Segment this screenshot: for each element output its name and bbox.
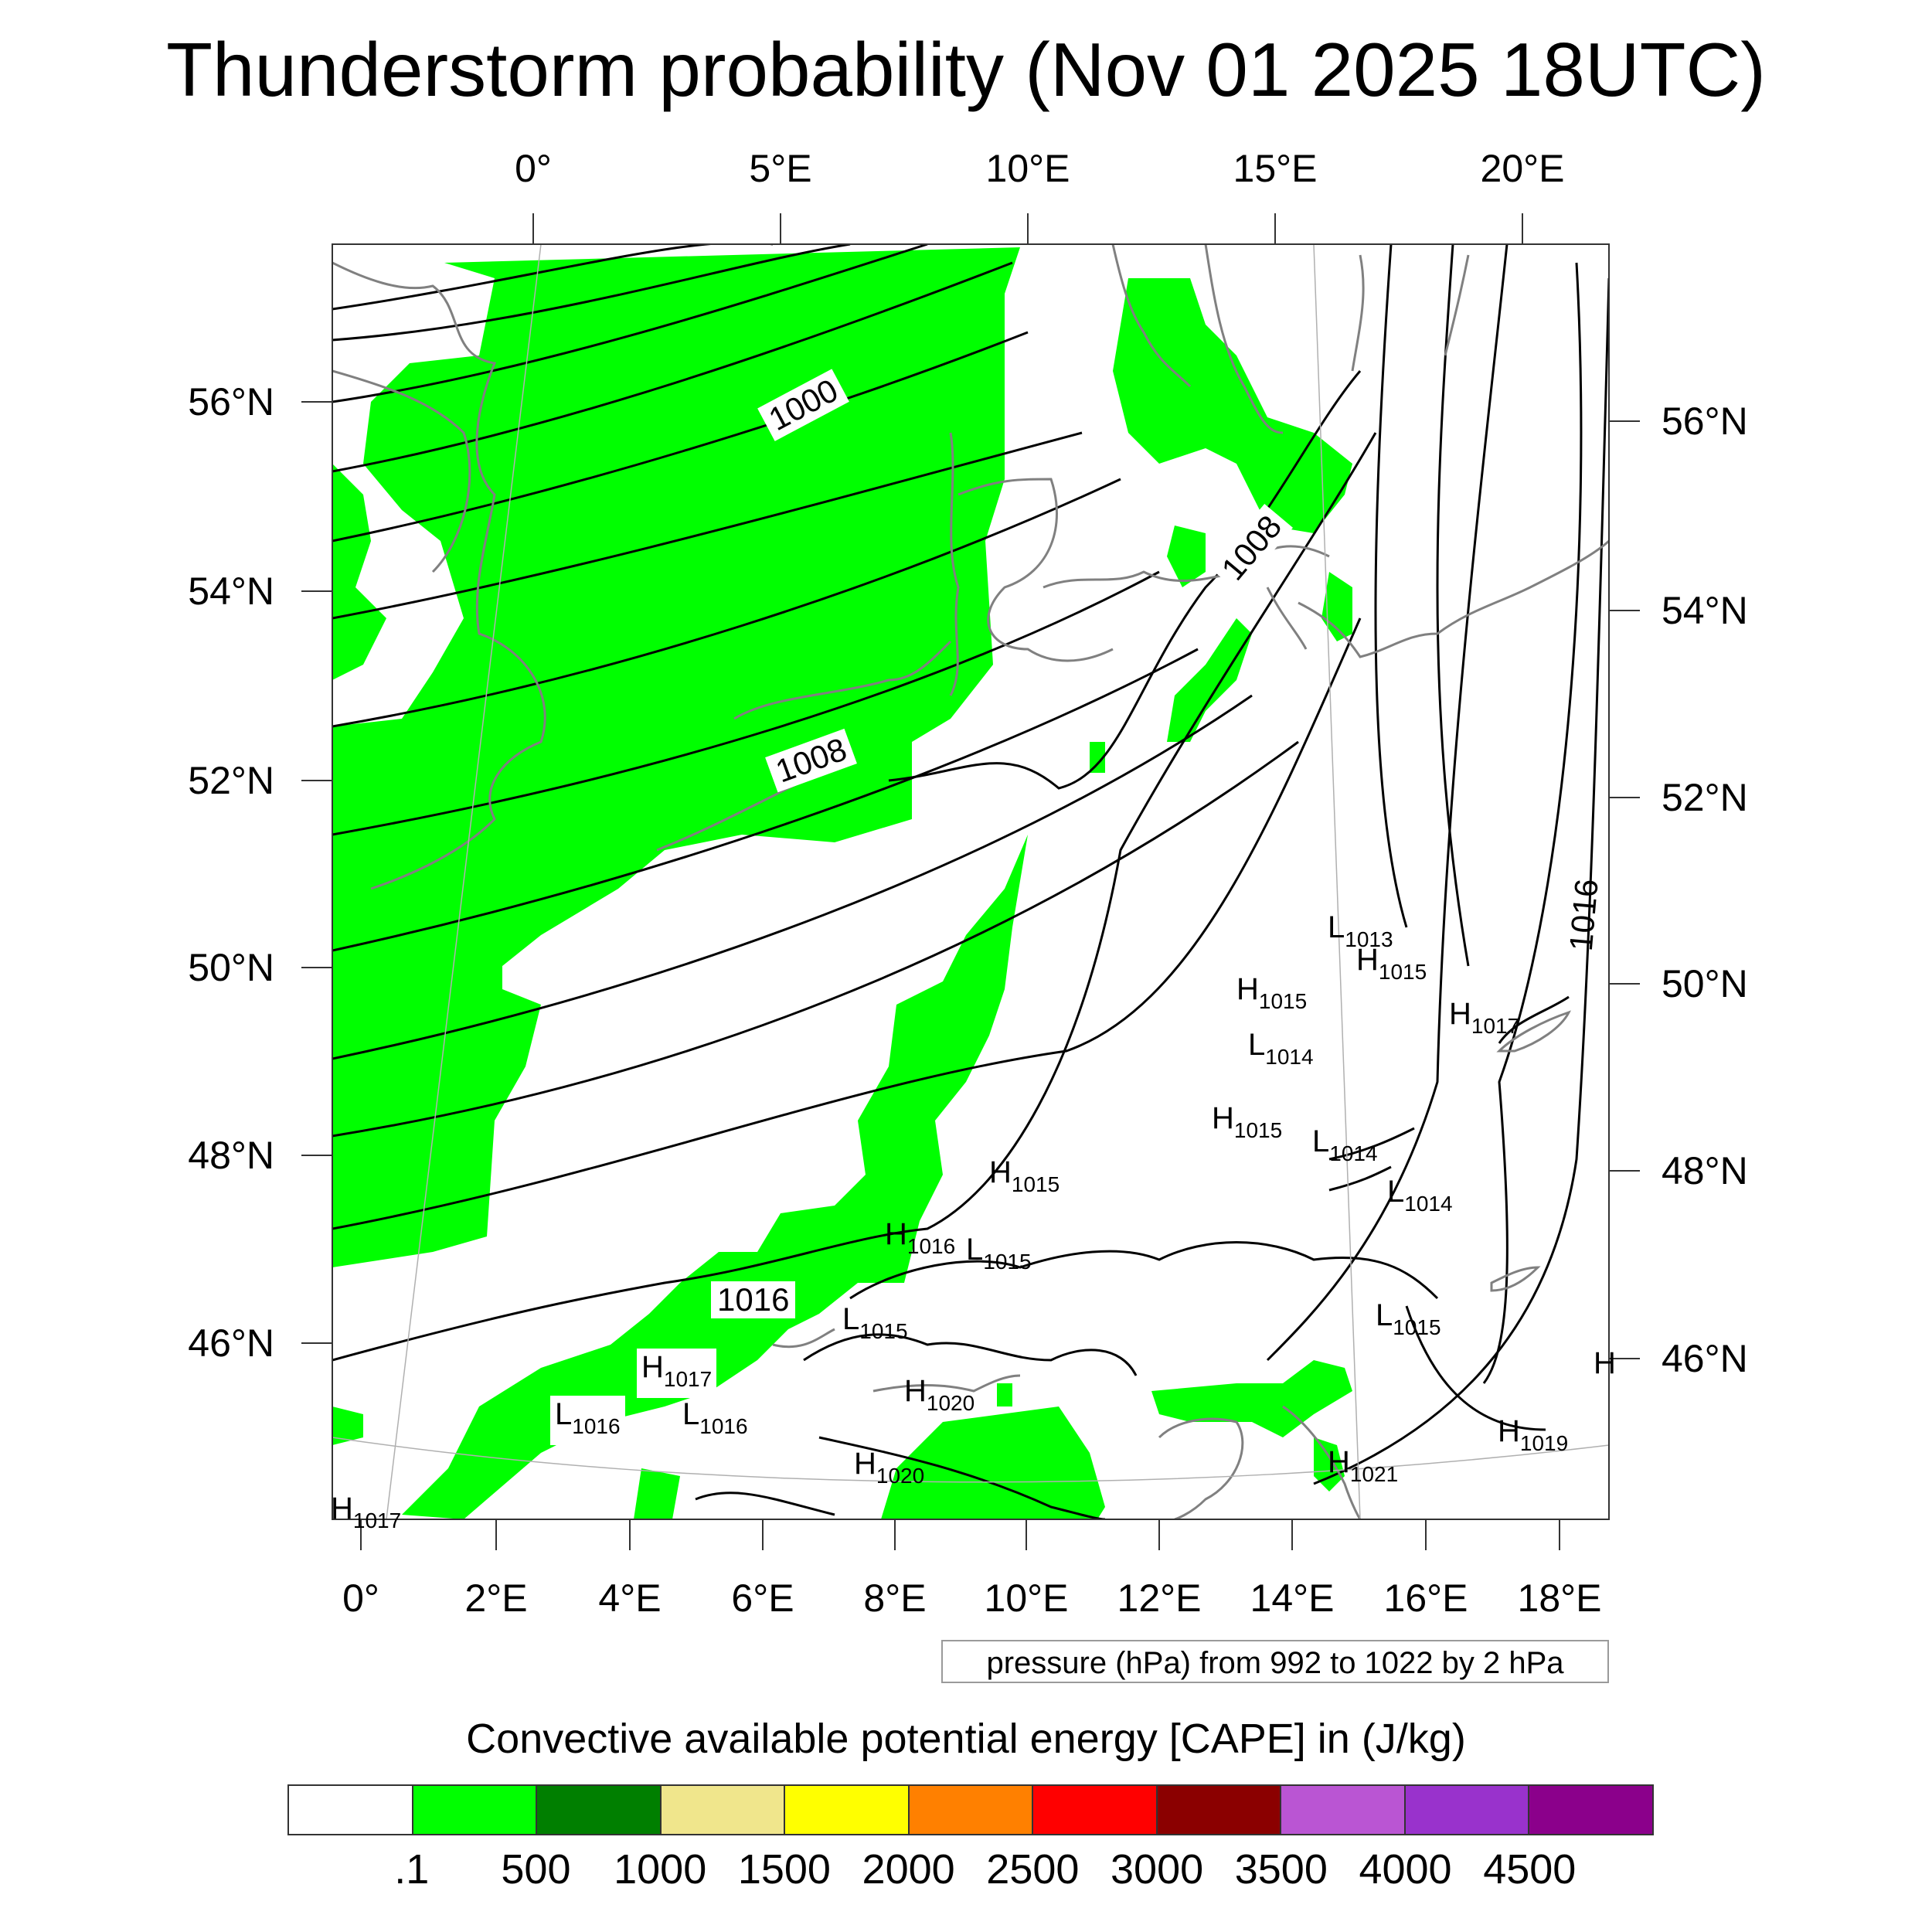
chart-title: Thunderstorm probability (Nov 01 2025 18…: [166, 27, 1766, 112]
isobar-lines: [332, 244, 1609, 1519]
left-lat-label: 52°N: [188, 759, 274, 802]
left-lat-label: 56°N: [188, 380, 274, 423]
left-lat-label: 50°N: [188, 946, 274, 989]
colorbar-label: 3000: [1111, 1846, 1204, 1893]
coastlines: [332, 244, 1609, 1519]
pressure-center-low: L1016: [550, 1396, 625, 1445]
bottom-lon-label: 18°E: [1517, 1577, 1602, 1620]
top-lon-label: 15°E: [1233, 147, 1318, 190]
bottom-lon-label: 6°E: [731, 1577, 794, 1620]
colorbar-label: 500: [501, 1846, 571, 1893]
left-lat-label: 46°N: [188, 1321, 274, 1365]
isobar-label: 1016: [711, 1281, 796, 1318]
pressure-center-low: L1016: [682, 1397, 748, 1438]
bottom-lon-label: 8°E: [863, 1577, 927, 1620]
right-lat-label: 50°N: [1662, 962, 1748, 1005]
colorbar-label: 4500: [1483, 1846, 1577, 1893]
pressure-center-low: L1015: [1376, 1298, 1441, 1339]
colorbar-label: 2000: [862, 1846, 955, 1893]
colorbar-label: 3500: [1234, 1846, 1328, 1893]
pressure-center-high: H1015: [1212, 1101, 1283, 1142]
left-lat-label: 54°N: [188, 570, 274, 613]
colorbar-swatch: [289, 1786, 413, 1834]
pressure-center-high: H1021: [1328, 1445, 1399, 1486]
colorbar-swatch: [1157, 1786, 1282, 1834]
colorbar-swatch: [1529, 1786, 1653, 1834]
isobar-label: 1016: [1562, 877, 1605, 953]
bottom-lon-label: 12°E: [1117, 1577, 1202, 1620]
colorbar-swatch: [661, 1786, 786, 1834]
top-lon-label: 10°E: [985, 147, 1070, 190]
colorbar-swatch: [1405, 1786, 1530, 1834]
pressure-center-low: L1015: [842, 1302, 908, 1343]
colorbar-swatch: [909, 1786, 1034, 1834]
pressure-center-low: L1014: [1248, 1028, 1314, 1069]
pressure-center-high: H1020: [854, 1447, 925, 1488]
right-lat-label: 56°N: [1662, 400, 1748, 443]
pressure-center-low: L1014: [1312, 1124, 1378, 1165]
bottom-lon-label: 14°E: [1250, 1577, 1335, 1620]
colorbar: [287, 1784, 1654, 1835]
right-lat-label: 54°N: [1662, 589, 1748, 632]
bottom-lon-label: 16°E: [1383, 1577, 1468, 1620]
pressure-contour-note: pressure (hPa) from 992 to 1022 by 2 hPa: [941, 1640, 1609, 1683]
colorbar-swatch: [1281, 1786, 1406, 1834]
left-lat-label: 48°N: [188, 1134, 274, 1177]
pressure-center-high: H1017: [1449, 997, 1520, 1038]
colorbar-swatch: [1033, 1786, 1158, 1834]
pressure-center-high: H1016: [885, 1217, 956, 1258]
pressure-center-high: H: [1594, 1346, 1616, 1380]
colorbar-label: 1000: [614, 1846, 707, 1893]
pressure-center-low: L1013: [1328, 910, 1393, 951]
graticule: [332, 244, 1609, 1519]
right-lat-label: 46°N: [1662, 1337, 1748, 1380]
colorbar-swatch: [537, 1786, 662, 1834]
top-lon-label: 20°E: [1480, 147, 1565, 190]
top-lon-label: 0°: [515, 147, 552, 190]
pressure-center-high: H1019: [1498, 1414, 1569, 1455]
colorbar-swatch: [413, 1786, 538, 1834]
pressure-center-high: H1017: [637, 1349, 717, 1398]
top-lon-label: 5°E: [749, 147, 812, 190]
pressure-center-high: H1015: [1236, 972, 1308, 1013]
colorbar-swatch: [785, 1786, 910, 1834]
colorbar-label: 1500: [737, 1846, 831, 1893]
pressure-center-high: H1017: [331, 1492, 402, 1532]
colorbar-title: Convective available potential energy [C…: [466, 1716, 1466, 1762]
colorbar-label: 2500: [986, 1846, 1080, 1893]
bottom-lon-label: 4°E: [598, 1577, 662, 1620]
bottom-lon-label: 2°E: [464, 1577, 528, 1620]
pressure-center-high: H1020: [904, 1374, 975, 1415]
pressure-center-low: L1014: [1387, 1175, 1453, 1216]
right-lat-label: 48°N: [1662, 1149, 1748, 1192]
right-lat-label: 52°N: [1662, 776, 1748, 819]
bottom-lon-label: 0°: [342, 1577, 379, 1620]
pressure-center-low: L1015: [966, 1233, 1032, 1274]
bottom-lon-label: 10°E: [984, 1577, 1069, 1620]
pressure-center-high: H1015: [989, 1155, 1060, 1196]
colorbar-label: .1: [394, 1846, 430, 1893]
colorbar-label: 4000: [1359, 1846, 1452, 1893]
pressure-center-high: H1015: [1356, 943, 1427, 984]
